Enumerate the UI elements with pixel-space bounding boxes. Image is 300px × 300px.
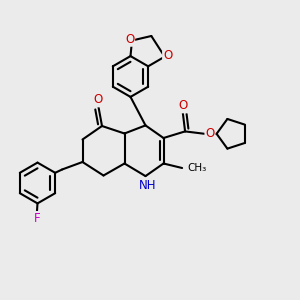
Text: CH₃: CH₃ xyxy=(188,163,207,173)
Text: O: O xyxy=(125,33,134,46)
Text: F: F xyxy=(34,212,40,225)
Text: NH: NH xyxy=(139,179,157,192)
Text: O: O xyxy=(178,99,187,112)
Text: O: O xyxy=(94,93,103,106)
Text: O: O xyxy=(206,127,214,140)
Text: O: O xyxy=(163,49,172,62)
